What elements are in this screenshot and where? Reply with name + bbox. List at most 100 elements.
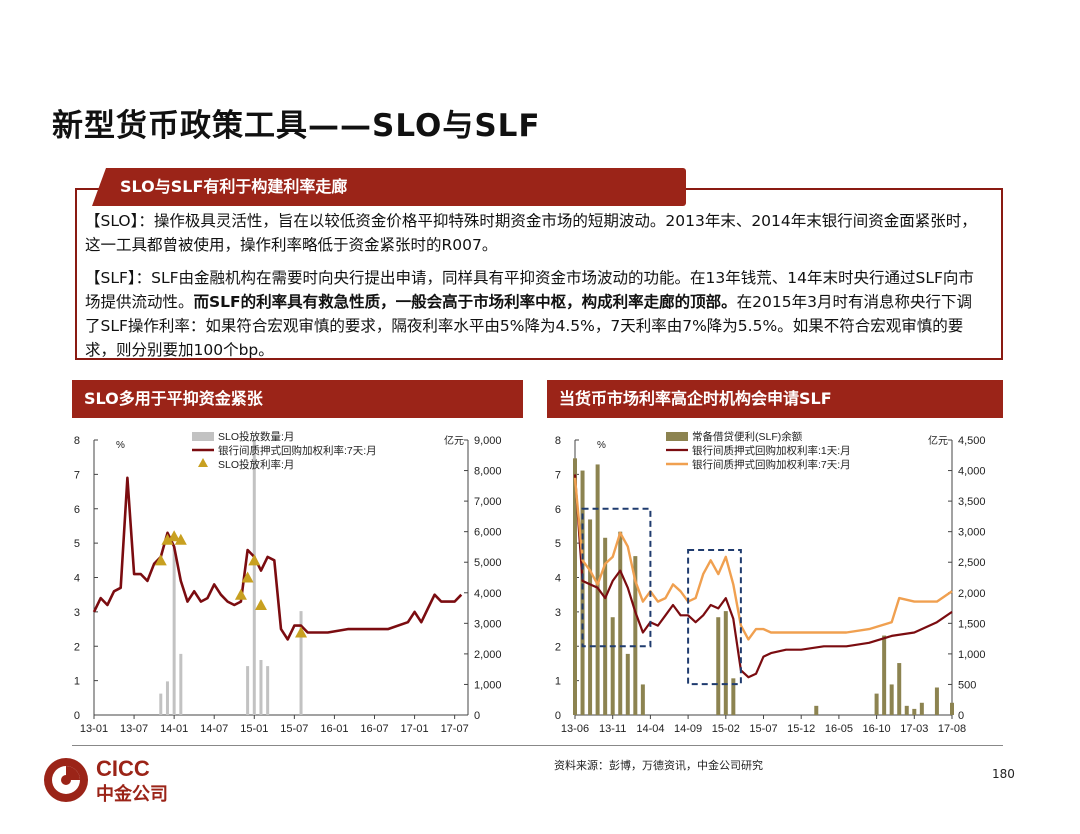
bar xyxy=(259,660,263,715)
bar xyxy=(595,464,600,715)
x-tick-label: 17-08 xyxy=(938,723,966,735)
x-tick-label: 14-07 xyxy=(200,723,228,735)
y-left-unit: % xyxy=(116,440,125,451)
x-tick-label: 15-07 xyxy=(280,723,308,735)
bar xyxy=(874,693,879,715)
series-line xyxy=(573,474,953,679)
bar xyxy=(299,611,303,715)
bar xyxy=(165,681,169,715)
x-tick-label: 15-01 xyxy=(240,723,268,735)
x-tick-label: 13-07 xyxy=(120,723,148,735)
y-left-tick-label: 5 xyxy=(555,538,561,550)
slf-paragraph: 【SLF】：SLF由金融机构在需要时向央行提出申请，同样具有平抑资金市场波动的功… xyxy=(85,266,985,362)
y-right-tick-label: 4,000 xyxy=(958,466,986,478)
y-right-tick-label: 2,000 xyxy=(958,588,986,600)
left-panel-title: SLO多用于平抑资金紧张 xyxy=(72,380,523,418)
scatter-point xyxy=(295,626,308,638)
bar xyxy=(640,684,645,715)
y-right-tick-label: 1,500 xyxy=(958,618,986,630)
y-right-tick-label: 8,000 xyxy=(474,466,502,478)
scatter-point xyxy=(234,588,247,600)
scatter-point xyxy=(174,533,187,545)
y-left-tick-label: 5 xyxy=(74,538,80,550)
y-right-tick-label: 0 xyxy=(474,710,480,722)
x-tick-label: 15-12 xyxy=(787,723,815,735)
logo-text-en: CICC xyxy=(96,756,150,781)
x-tick-label: 17-07 xyxy=(441,723,469,735)
legend-swatch xyxy=(192,432,214,441)
series-line xyxy=(573,477,953,641)
bar xyxy=(814,705,819,715)
scatter-point xyxy=(248,554,261,566)
y-left-tick-label: 4 xyxy=(555,573,561,585)
bar xyxy=(610,617,615,715)
x-tick-label: 15-02 xyxy=(712,723,740,735)
slf-text-a: 【SLF】：SLF由金融机构在需要时向央行提出申请，同样具有平抑资金市场波动的功… xyxy=(85,269,974,311)
slf-chart: 0 1 2 3 4 5 6 7 8 0 500 1,000 1,500 2,000 2,500 3,000 3,… xyxy=(555,430,986,735)
y-left-tick-label: 0 xyxy=(74,710,80,722)
bar xyxy=(889,684,894,715)
logo-text-cn: 中金公司 xyxy=(96,783,168,804)
x-tick-label: 13-01 xyxy=(80,723,108,735)
series-line xyxy=(92,476,463,641)
bar xyxy=(179,653,183,715)
y-left-tick-label: 4 xyxy=(74,573,80,585)
y-right-tick-label: 2,500 xyxy=(958,557,986,569)
y-right-tick-label: 500 xyxy=(958,679,976,691)
y-right-tick-label: 3,000 xyxy=(958,527,986,539)
legend-label: 常备借贷便利(SLF)余额 xyxy=(692,430,803,443)
y-right-tick-label: 4,500 xyxy=(958,435,986,447)
y-left-tick-label: 6 xyxy=(555,504,561,516)
bar xyxy=(266,666,270,715)
bar xyxy=(633,556,638,715)
x-tick-label: 14-09 xyxy=(674,723,702,735)
bar xyxy=(580,470,585,715)
legend-label: 银行间质押式回购加权利率:7天:月 xyxy=(218,444,377,457)
bar xyxy=(882,635,887,715)
x-tick-label: 16-10 xyxy=(863,723,891,735)
y-left-tick-label: 7 xyxy=(74,469,80,481)
scatter-point xyxy=(154,554,167,566)
y-left-tick-label: 2 xyxy=(555,641,561,653)
bar xyxy=(588,519,593,715)
bar xyxy=(172,546,176,715)
bar xyxy=(912,708,917,715)
bar xyxy=(625,653,630,715)
scatter-point xyxy=(168,530,181,542)
page-title: 新型货币政策工具——SLO与SLF xyxy=(52,108,541,144)
box-tab-label: SLO与SLF有利于构建利率走廊 xyxy=(92,168,686,206)
legend-label: 银行间质押式回购加权利率:7天:月 xyxy=(692,458,851,471)
y-left-tick-label: 6 xyxy=(74,504,80,516)
slo-chart: 0 1 2 3 4 5 6 7 8 0 1,000 2,000 3,000 4,000 5,000 6,000… xyxy=(74,430,502,735)
x-tick-label: 14-01 xyxy=(160,723,188,735)
y-right-tick-label: 0 xyxy=(958,710,964,722)
bar xyxy=(904,705,909,715)
x-tick-label: 17-01 xyxy=(401,723,429,735)
bar xyxy=(731,678,736,715)
bar xyxy=(603,537,608,715)
y-left-tick-label: 0 xyxy=(555,710,561,722)
y-left-tick-label: 3 xyxy=(555,607,561,619)
highlight-box xyxy=(687,549,742,686)
cicc-logo: CICC 中金公司 xyxy=(44,756,168,804)
legend-swatch xyxy=(198,458,208,467)
footer-divider xyxy=(72,745,1003,746)
y-left-tick-label: 8 xyxy=(555,435,561,447)
y-right-tick-label: 3,000 xyxy=(474,618,502,630)
x-tick-label: 15-07 xyxy=(749,723,777,735)
y-right-tick-label: 5,000 xyxy=(474,557,502,569)
x-tick-label: 13-06 xyxy=(561,723,589,735)
x-tick-label: 16-01 xyxy=(320,723,348,735)
x-tick-label: 13-11 xyxy=(599,723,626,735)
bar xyxy=(919,702,924,715)
bar xyxy=(618,531,623,715)
x-tick-label: 16-07 xyxy=(360,723,388,735)
legend-swatch xyxy=(666,432,688,441)
y-left-unit: % xyxy=(597,440,606,451)
bar xyxy=(246,666,250,715)
y-left-tick-label: 8 xyxy=(74,435,80,447)
y-right-tick-label: 9,000 xyxy=(474,435,502,447)
scatter-point xyxy=(254,599,267,610)
legend-label: SLO投放利率:月 xyxy=(218,458,294,471)
y-right-tick-label: 4,000 xyxy=(474,588,502,600)
